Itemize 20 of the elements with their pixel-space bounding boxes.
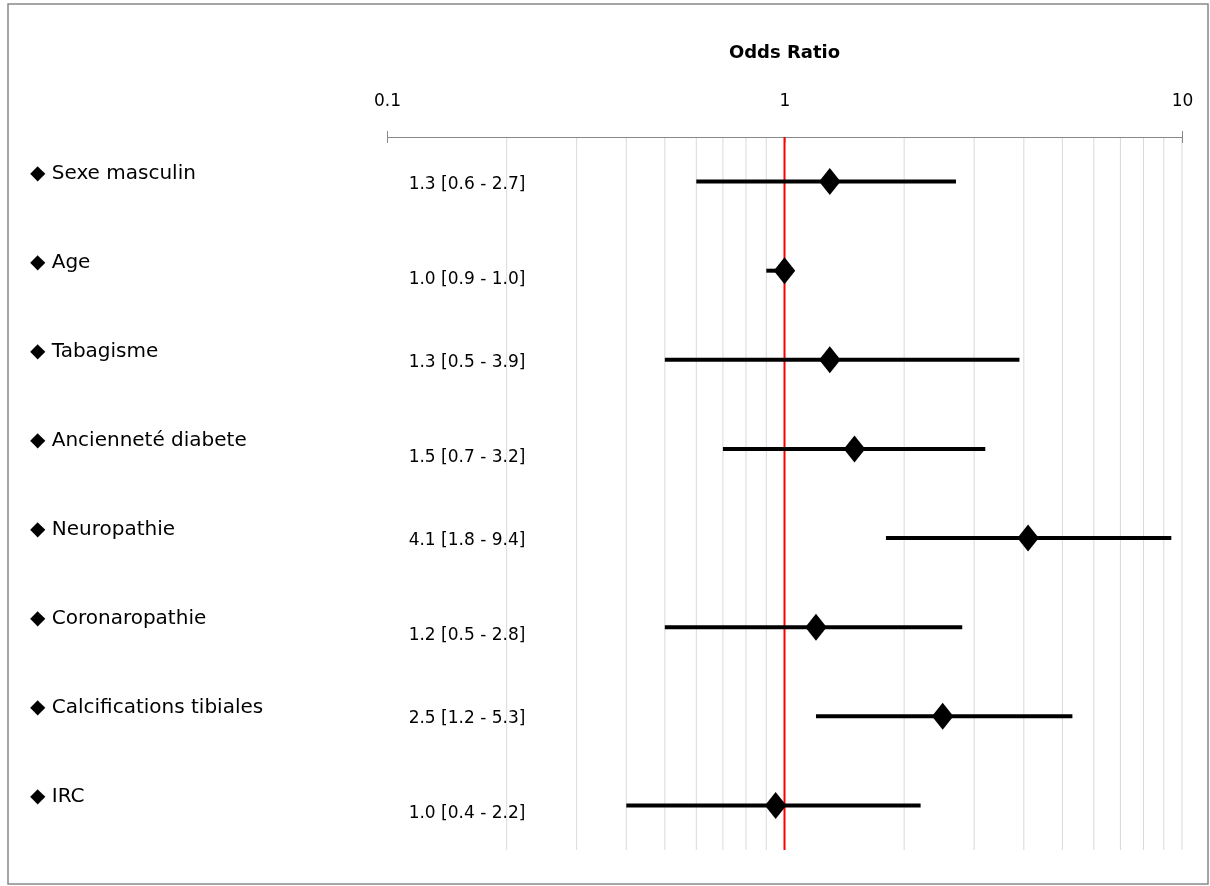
annotation: 2.5 [1.2 - 5.3]	[408, 707, 526, 728]
annotation: 1.5 [0.7 - 3.2]	[408, 445, 526, 466]
y-tick-label: ◆ Ancienneté diabete	[30, 426, 247, 451]
annotation: 1.3 [0.5 - 3.9]	[408, 350, 526, 371]
y-tick-label: ◆ Coronaropathie	[30, 605, 207, 630]
x-tick-label: 10	[1171, 89, 1194, 110]
annotation: 1.0 [0.9 - 1.0]	[408, 267, 526, 288]
annotation: 1.2 [0.5 - 2.8]	[408, 624, 526, 645]
x-axis-title: Odds Ratio	[728, 41, 841, 62]
annotation: 1.3 [0.6 - 2.7]	[408, 172, 526, 193]
y-tick-label: ◆ Sexe masculin	[30, 159, 196, 184]
y-tick-label: ◆ IRC	[30, 783, 85, 808]
annotation: 1.0 [0.4 - 2.2]	[408, 802, 526, 823]
x-tick-label: 1	[779, 89, 791, 110]
y-tick-label: ◆ Neuropathie	[30, 516, 176, 541]
annotation: 4.1 [1.8 - 9.4]	[408, 529, 526, 550]
y-tick-label: ◆ Age	[30, 248, 91, 273]
y-tick-label: ◆ Tabagisme	[30, 337, 159, 362]
x-tick-label: 0.1	[373, 89, 402, 110]
y-tick-label: ◆ Calcifications tibiales	[30, 694, 264, 719]
